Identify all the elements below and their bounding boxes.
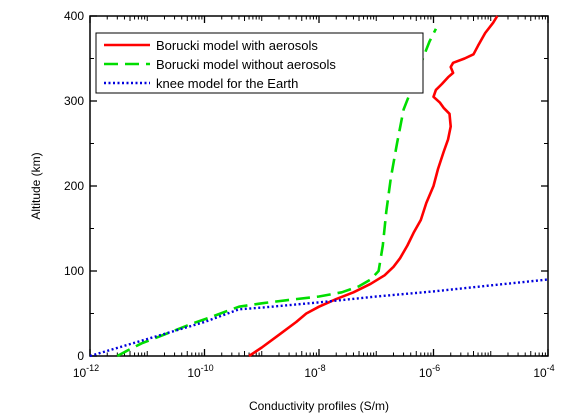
y-tick-label: 0 xyxy=(77,349,84,363)
legend-label-2: Borucki model without aerosols xyxy=(156,57,336,72)
legend-label-1: Borucki model with aerosols xyxy=(156,38,318,53)
y-tick-label: 100 xyxy=(64,264,84,278)
x-tick-label: 10-4 xyxy=(533,363,554,380)
x-tick-label: 10-10 xyxy=(187,363,213,380)
series-line-3 xyxy=(89,278,549,358)
x-tick-label: 10-8 xyxy=(304,363,325,380)
legend-label-3: knee model for the Earth xyxy=(156,76,298,91)
y-tick-label: 400 xyxy=(64,9,84,23)
x-tick-label: 10-12 xyxy=(73,363,99,380)
y-tick-label: 300 xyxy=(64,94,84,108)
series-line-2 xyxy=(116,28,438,358)
legend-box xyxy=(95,32,424,94)
y-tick-label: 200 xyxy=(64,179,84,193)
x-axis-title: Conductivity profiles (S/m) xyxy=(249,399,389,413)
y-axis-title: Altitude (km) xyxy=(29,152,43,219)
series-line-1 xyxy=(248,15,499,358)
x-tick-label: 10-6 xyxy=(419,363,440,380)
